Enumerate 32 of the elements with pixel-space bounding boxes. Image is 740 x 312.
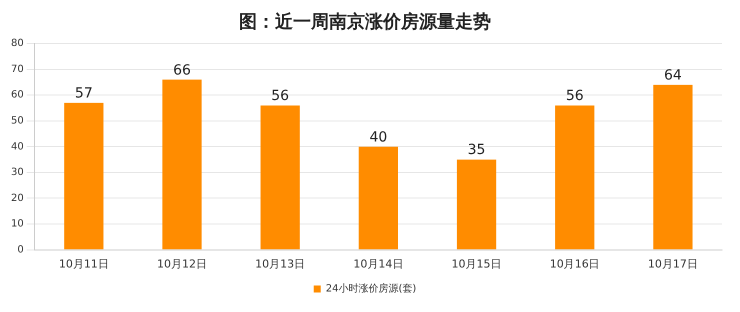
x-tick-label: 10月13日 xyxy=(255,257,306,270)
x-tick-label: 10月11日 xyxy=(58,257,109,270)
chart-title: 图：近一周南京涨价房源量走势 xyxy=(239,11,491,32)
legend-label: 24小时涨价房源(套) xyxy=(326,282,416,295)
bar xyxy=(162,80,202,250)
bar xyxy=(358,146,398,250)
x-tick-label: 10月12日 xyxy=(157,257,207,270)
y-tick-label: 70 xyxy=(10,64,24,75)
data-label: 56 xyxy=(566,88,584,104)
y-tick-label: 40 xyxy=(10,141,24,152)
y-tick-label: 10 xyxy=(10,218,24,230)
data-label: 66 xyxy=(173,62,191,78)
x-tick-label: 10月15日 xyxy=(452,257,502,270)
x-tick-label: 10月17日 xyxy=(648,257,698,270)
bar xyxy=(64,102,104,250)
x-tick-label: 10月16日 xyxy=(550,257,600,270)
bar xyxy=(555,105,594,250)
data-label: 35 xyxy=(468,142,486,158)
bar xyxy=(653,84,693,250)
y-tick-label: 60 xyxy=(10,90,24,101)
bar xyxy=(260,105,300,250)
y-tick-label: 80 xyxy=(10,38,24,50)
y-tick-label: 0 xyxy=(17,244,24,256)
data-label: 57 xyxy=(74,86,93,102)
y-tick-label: 50 xyxy=(10,116,24,127)
data-label: 56 xyxy=(271,88,290,104)
data-label: 64 xyxy=(664,67,682,84)
y-tick-label: 20 xyxy=(10,192,24,204)
bar xyxy=(456,160,496,250)
data-label: 40 xyxy=(369,129,388,146)
x-tick-label: 10月14日 xyxy=(353,257,404,270)
y-tick-label: 30 xyxy=(10,167,24,178)
